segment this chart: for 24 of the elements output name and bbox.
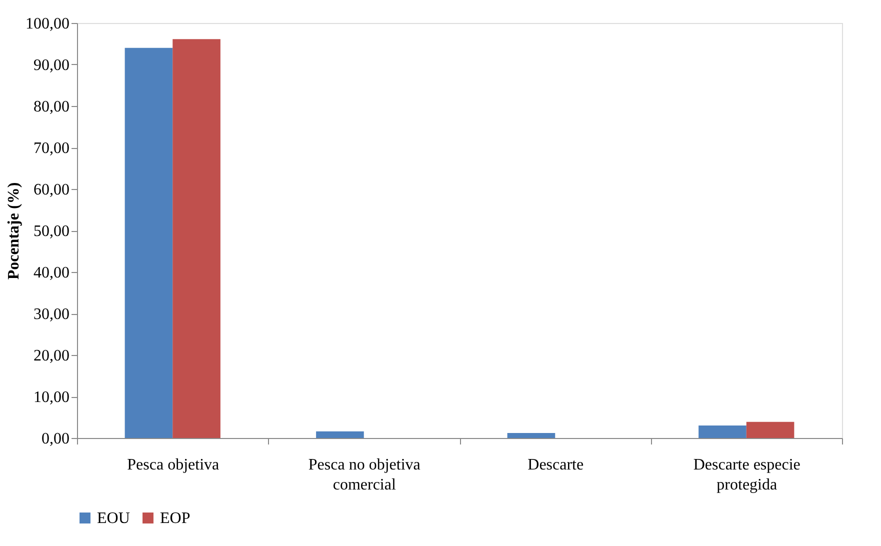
legend-label: EOP [160,510,190,527]
bar [172,39,220,438]
y-tick-label: 70,00 [34,140,70,157]
legend-label: EOU [97,510,130,527]
bar [316,431,364,438]
y-tick-label: 80,00 [34,98,70,116]
bar [698,426,746,438]
y-tick-label: 90,00 [34,57,70,74]
bar [507,433,556,438]
x-tick-label: Descarte [528,456,584,474]
y-tick-label: 60,00 [34,182,70,198]
x-tick-label: Pesca no objetiva comercial [308,456,420,494]
y-tick-label: 10,00 [34,389,70,406]
y-tick-label: 30,00 [34,306,70,323]
x-tick-label: Descarte especie protegida [693,456,800,494]
y-tick-label: 20,00 [34,348,70,364]
bar [746,422,794,438]
y-axis-title: Pocentaje (%) [6,182,22,280]
y-tick-label: 100,00 [26,16,70,32]
x-tick-label: Pesca objetiva [127,456,220,474]
bar [124,48,173,438]
y-tick-label: 0,00 [42,430,70,448]
y-tick-label: 40,00 [34,264,70,282]
y-tick-label: 50,00 [34,223,70,240]
